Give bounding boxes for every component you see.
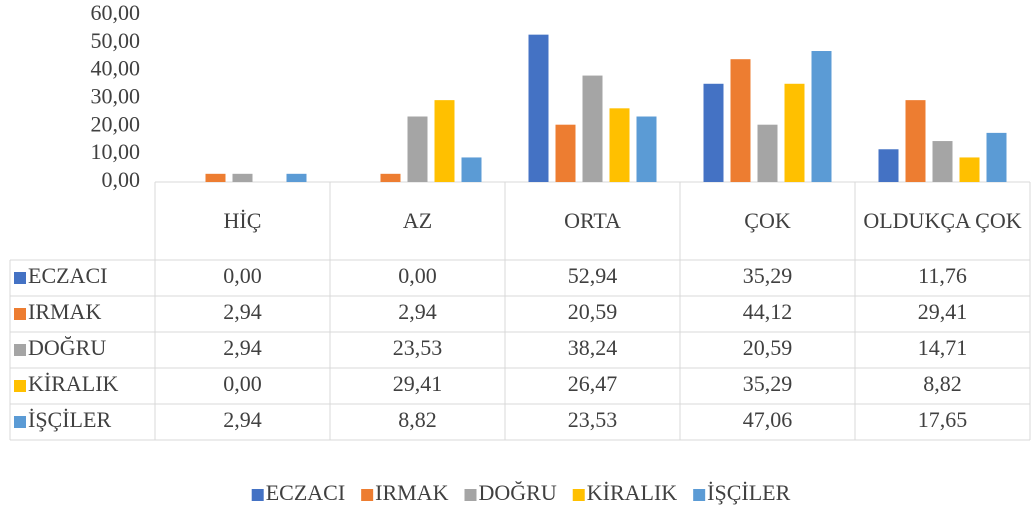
legend-marker bbox=[14, 380, 26, 392]
y-tick-label: 0,00 bbox=[102, 167, 141, 192]
legend-label: İŞÇİLER bbox=[707, 480, 790, 505]
category-cell: ORTA bbox=[564, 208, 621, 233]
data-label: 2,94 bbox=[223, 335, 262, 360]
data-label: 35,29 bbox=[743, 263, 793, 288]
bar bbox=[407, 116, 428, 182]
y-tick-label: 30,00 bbox=[91, 84, 141, 109]
data-label: 47,06 bbox=[743, 407, 793, 432]
legend-marker bbox=[693, 489, 706, 501]
data-label: 8,82 bbox=[923, 371, 962, 396]
bar bbox=[757, 124, 778, 182]
bar bbox=[811, 51, 832, 183]
data-label: 2,94 bbox=[223, 407, 262, 432]
bar bbox=[905, 100, 926, 182]
data-label: 38,24 bbox=[568, 335, 618, 360]
bar bbox=[959, 157, 980, 182]
bar bbox=[582, 75, 603, 182]
bar bbox=[878, 149, 899, 182]
bar bbox=[703, 83, 724, 182]
data-label: 14,71 bbox=[918, 335, 968, 360]
category-cell: ÇOK bbox=[744, 208, 791, 233]
x-tick-label: ORTA bbox=[564, 208, 621, 233]
bar bbox=[232, 173, 253, 182]
data-label: 29,41 bbox=[393, 371, 443, 396]
bar bbox=[784, 83, 805, 182]
y-tick-label: 10,00 bbox=[91, 139, 141, 164]
data-label: 0,00 bbox=[223, 263, 262, 288]
data-label: 0,00 bbox=[398, 263, 437, 288]
legend-marker bbox=[14, 344, 26, 356]
data-label: 11,76 bbox=[918, 263, 967, 288]
bar bbox=[286, 173, 307, 182]
y-tick-label: 60,00 bbox=[91, 0, 141, 25]
data-label: 2,94 bbox=[223, 299, 262, 324]
data-label: 35,29 bbox=[743, 371, 793, 396]
legend-marker bbox=[14, 272, 26, 284]
row-label: İŞÇİLER bbox=[28, 407, 111, 432]
data-label: 23,53 bbox=[568, 407, 618, 432]
legend-label: ECZACI bbox=[266, 480, 345, 505]
row-label: KİRALIK bbox=[28, 371, 119, 396]
legend-label: IRMAK bbox=[375, 480, 448, 505]
category-cell: HİÇ bbox=[223, 208, 262, 233]
bar bbox=[528, 34, 549, 183]
legend-label: KİRALIK bbox=[587, 480, 678, 505]
legend-marker bbox=[464, 489, 477, 501]
data-label: 23,53 bbox=[393, 335, 443, 360]
data-label: 2,94 bbox=[398, 299, 437, 324]
data-label: 20,59 bbox=[568, 299, 618, 324]
category-cell: OLDUKÇA ÇOK bbox=[863, 208, 1022, 233]
legend-marker bbox=[251, 489, 264, 501]
x-tick-label: HİÇ bbox=[223, 208, 262, 233]
bar bbox=[636, 116, 657, 182]
row-label: ECZACI bbox=[28, 263, 107, 288]
data-label: 44,12 bbox=[743, 299, 793, 324]
legend: ECZACI IRMAK DOĞRU KİRALIK İŞÇİLER bbox=[251, 480, 791, 505]
row-label: DOĞRU bbox=[28, 335, 106, 360]
x-tick-label: ÇOK bbox=[744, 208, 791, 233]
legend-marker bbox=[572, 489, 585, 501]
bar bbox=[932, 141, 953, 182]
legend-marker bbox=[361, 489, 374, 501]
bar bbox=[986, 132, 1007, 182]
legend-label: DOĞRU bbox=[479, 480, 557, 505]
data-label: 0,00 bbox=[223, 371, 262, 396]
data-label: 29,41 bbox=[918, 299, 968, 324]
bar bbox=[205, 173, 226, 182]
x-tick-label: AZ bbox=[402, 208, 433, 233]
y-tick-label: 20,00 bbox=[91, 111, 141, 136]
bar bbox=[555, 124, 576, 182]
bar bbox=[380, 173, 401, 182]
bar bbox=[609, 108, 630, 182]
data-label: 26,47 bbox=[568, 371, 618, 396]
data-label: 52,94 bbox=[568, 263, 618, 288]
data-label: 8,82 bbox=[398, 407, 437, 432]
category-cell: AZ bbox=[402, 208, 433, 233]
legend-marker bbox=[14, 416, 26, 428]
x-tick-label: OLDUKÇA ÇOK bbox=[863, 208, 1022, 233]
bar bbox=[730, 59, 751, 182]
row-label: IRMAK bbox=[28, 299, 101, 324]
data-label: 20,59 bbox=[743, 335, 793, 360]
y-tick-label: 40,00 bbox=[91, 56, 141, 81]
data-label: 17,65 bbox=[918, 407, 968, 432]
legend-marker bbox=[14, 308, 26, 320]
y-tick-label: 50,00 bbox=[91, 28, 141, 53]
bar bbox=[434, 100, 455, 182]
bar bbox=[461, 157, 482, 182]
